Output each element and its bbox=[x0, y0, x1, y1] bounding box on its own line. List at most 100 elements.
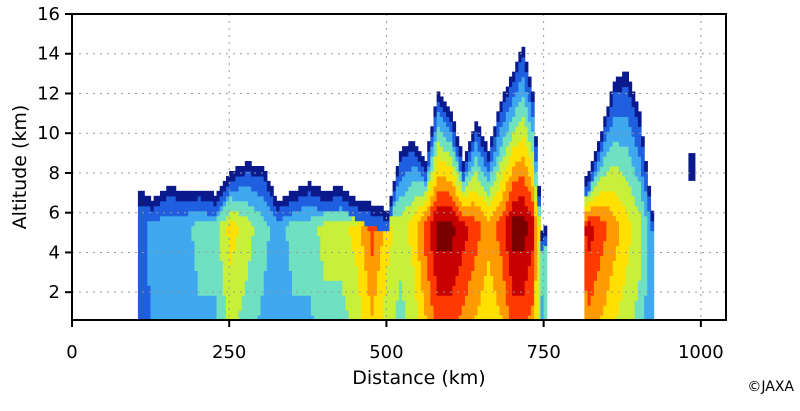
echo-cell bbox=[439, 285, 444, 291]
echo-cell bbox=[512, 250, 516, 257]
echo-cell bbox=[468, 151, 472, 157]
echo-cell bbox=[244, 265, 249, 271]
echo-cell bbox=[314, 185, 318, 192]
echo-cell bbox=[430, 210, 435, 217]
echo-cell bbox=[603, 275, 608, 281]
echo-cell bbox=[408, 220, 413, 227]
echo-cell bbox=[615, 255, 620, 261]
echo-cell bbox=[430, 156, 435, 162]
y-tick-label: 12 bbox=[37, 83, 60, 104]
echo-cell bbox=[612, 230, 617, 237]
echo-cell bbox=[490, 225, 494, 232]
echo-cell bbox=[641, 275, 645, 281]
echo-cell bbox=[650, 275, 655, 281]
echo-cell bbox=[257, 205, 262, 212]
echo-cell bbox=[634, 255, 639, 261]
echo-cell bbox=[584, 235, 589, 242]
echo-cell bbox=[461, 280, 466, 286]
echo-cell bbox=[238, 190, 243, 197]
y-tick-label: 8 bbox=[49, 163, 60, 184]
echo-cell bbox=[600, 225, 604, 232]
echo-cell bbox=[442, 210, 447, 217]
echo-cell bbox=[446, 106, 450, 112]
echo-cell bbox=[398, 305, 403, 311]
echo-cell bbox=[320, 310, 325, 316]
echo-cell bbox=[235, 240, 240, 247]
echo-cell bbox=[606, 275, 611, 281]
echo-cell bbox=[455, 215, 460, 222]
echo-cell bbox=[191, 220, 196, 227]
echo-cell bbox=[609, 295, 614, 301]
echo-cell bbox=[247, 310, 252, 316]
echo-cell bbox=[257, 240, 262, 247]
echo-cell bbox=[650, 265, 655, 271]
echo-cell bbox=[499, 151, 504, 157]
echo-cell bbox=[339, 255, 343, 261]
echo-cell bbox=[266, 180, 271, 187]
echo-cell bbox=[336, 270, 340, 276]
echo-cell bbox=[216, 230, 221, 237]
echo-cell bbox=[464, 300, 469, 306]
echo-cell bbox=[502, 210, 507, 217]
echo-cell bbox=[307, 250, 312, 257]
echo-cell bbox=[468, 180, 472, 187]
echo-cell bbox=[534, 265, 538, 271]
echo-cell bbox=[596, 210, 601, 217]
echo-cell bbox=[634, 205, 639, 212]
echo-cell bbox=[232, 290, 236, 296]
echo-cell bbox=[254, 220, 259, 227]
echo-cell bbox=[273, 300, 277, 306]
echo-cell bbox=[424, 166, 428, 172]
echo-cell bbox=[420, 280, 425, 286]
echo-cell bbox=[628, 101, 633, 107]
echo-cell bbox=[402, 240, 406, 247]
echo-cell bbox=[436, 270, 441, 276]
echo-cell bbox=[634, 190, 639, 197]
echo-cell bbox=[351, 315, 356, 321]
echo-cell bbox=[458, 240, 463, 247]
echo-cell bbox=[641, 151, 645, 157]
echo-cell bbox=[518, 260, 523, 266]
echo-cell bbox=[530, 295, 535, 301]
echo-cell bbox=[238, 185, 243, 192]
echo-cell bbox=[169, 265, 174, 271]
echo-cell bbox=[477, 280, 482, 286]
echo-cell bbox=[288, 270, 293, 276]
echo-cell bbox=[508, 175, 513, 182]
echo-cell bbox=[188, 235, 192, 242]
echo-cell bbox=[402, 170, 406, 177]
echo-cell bbox=[493, 156, 497, 162]
echo-cell bbox=[430, 190, 435, 197]
echo-cell bbox=[395, 166, 400, 172]
echo-cell bbox=[625, 190, 630, 197]
echo-cell bbox=[496, 180, 501, 187]
echo-cell bbox=[386, 210, 391, 217]
echo-cell bbox=[260, 270, 265, 276]
y-axis-title: Altitude (km) bbox=[9, 105, 31, 230]
echo-cell bbox=[480, 146, 485, 152]
echo-cell bbox=[260, 235, 265, 242]
echo-cell bbox=[405, 220, 409, 227]
echo-cell bbox=[251, 255, 255, 261]
echo-cell bbox=[420, 300, 425, 306]
echo-cell bbox=[502, 101, 507, 107]
echo-cell bbox=[508, 290, 513, 296]
echo-cell bbox=[490, 285, 494, 291]
echo-cell bbox=[641, 220, 645, 227]
echo-cell bbox=[420, 166, 425, 172]
echo-cell bbox=[427, 180, 431, 187]
echo-cell bbox=[427, 275, 431, 281]
echo-cell bbox=[543, 315, 548, 321]
echo-cell bbox=[609, 240, 614, 247]
echo-cell bbox=[464, 200, 469, 207]
echo-cell bbox=[637, 141, 642, 147]
echo-cell bbox=[332, 200, 337, 207]
echo-cell bbox=[370, 300, 375, 306]
echo-cell bbox=[644, 305, 648, 311]
echo-cell bbox=[266, 295, 271, 301]
echo-cell bbox=[398, 161, 403, 167]
echo-cell bbox=[269, 290, 274, 296]
echo-cell bbox=[336, 295, 340, 301]
echo-cell bbox=[628, 305, 633, 311]
echo-cell bbox=[383, 235, 387, 242]
